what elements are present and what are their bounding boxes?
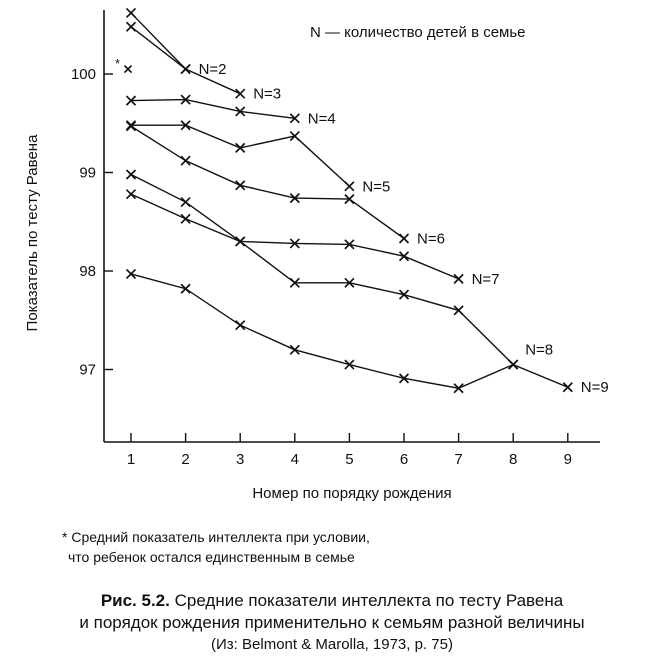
series-label: N=8: [525, 342, 553, 359]
y-tick-label: 100: [71, 66, 96, 83]
data-point-marker: [289, 277, 300, 288]
series-line-n9: [130, 273, 569, 389]
data-point-marker: [562, 382, 573, 393]
data-point-marker: [453, 383, 464, 394]
data-point-marker: [125, 7, 137, 19]
x-tick-label: 8: [509, 451, 517, 468]
y-tick-label: 97: [79, 362, 96, 379]
figure-caption: Рис. 5.2. Средние показатели интеллекта …: [0, 590, 664, 634]
legend-title: N — количество детей в семье: [310, 24, 526, 41]
axes: 1 2 3 4 5 6 7 8 9 97 98 99 100: [71, 10, 600, 468]
line-chart: 1 2 3 4 5 6 7 8 9 97 98 99 100 N=2 N=3 N=4 N=5 N=6 N=7 N=8…: [24, 7, 609, 502]
footnote-line-2: что ребенок остался единственным в семье: [68, 549, 355, 565]
x-tick-label: 2: [181, 451, 189, 468]
caption-source: (Из: Belmont & Marolla, 1973, p. 75): [211, 636, 453, 653]
series-label: N=7: [472, 271, 500, 288]
data-point-marker: [125, 121, 137, 132]
data-point-marker: [398, 289, 410, 300]
x-tick-label: 9: [564, 451, 572, 468]
data-point-marker: [453, 305, 464, 316]
caption-label: Рис. 5.2.: [100, 591, 170, 610]
series-line-n8: [130, 193, 514, 366]
data-point-marker: [453, 273, 464, 284]
data-point-marker: [125, 268, 137, 280]
data-point-marker: [235, 236, 246, 247]
series-line-n7: [130, 173, 459, 280]
data-point-marker: [235, 88, 246, 99]
y-tick-label: 98: [79, 263, 96, 280]
data-point-marker: [125, 189, 137, 200]
data-point-marker: [344, 359, 355, 370]
only-child-marker: [123, 64, 133, 74]
series-line-n5: [131, 124, 350, 187]
data-point-marker: [289, 130, 300, 142]
data-point-marker: [180, 155, 191, 166]
footnote: * Средний показатель интеллекта при усло…: [62, 527, 370, 567]
x-tick-label: 1: [127, 451, 135, 468]
data-point-marker: [180, 196, 191, 208]
series-label: N=3: [253, 86, 281, 103]
data-point-marker: [289, 344, 300, 355]
y-tick-label: 99: [79, 165, 96, 182]
series-label: N=4: [308, 110, 336, 127]
data-point-marker: [289, 238, 300, 249]
x-axis-label: Номер по порядку рождения: [252, 485, 451, 502]
data-point-marker: [398, 233, 410, 244]
caption-line-1: Средние показатели интеллекта по тесту Р…: [174, 591, 564, 610]
data-point-marker: [289, 193, 300, 204]
data-point-marker: [508, 359, 519, 370]
data-point-marker: [125, 95, 137, 106]
footnote-line-1: * Средний показатель интеллекта при усло…: [62, 529, 370, 545]
data-point-marker: [180, 63, 191, 75]
series-label: N=2: [199, 61, 227, 78]
data-point-marker: [125, 21, 137, 32]
data-point-marker: [180, 213, 191, 224]
only-child-asterisk: *: [115, 56, 120, 71]
data-point-marker: [344, 193, 355, 205]
x-tick-label: 5: [345, 451, 353, 468]
data-point-marker: [235, 180, 246, 191]
data-point-marker: [235, 106, 246, 117]
y-axis-label: Показатель по тесту Равена: [24, 134, 41, 332]
x-tick-label: 7: [454, 451, 462, 468]
series-line-n6: [130, 125, 405, 240]
series-label: N=9: [581, 379, 609, 396]
series-labels: N=2 N=3 N=4 N=5 N=6 N=7 N=8 N=9 *: [115, 56, 609, 396]
data-point-marker: [235, 142, 246, 153]
data-point-marker: [344, 181, 355, 192]
data-point-marker: [398, 373, 410, 384]
data-point-marker: [180, 94, 191, 105]
data-point-marker: [398, 251, 410, 262]
data-point-marker: [289, 113, 300, 124]
series-line-n2: [130, 12, 187, 70]
caption-line-2: и порядок рождения применительно к семья…: [79, 613, 585, 632]
series-line-n4: [130, 98, 295, 120]
series-label: N=6: [417, 230, 445, 247]
data-point-marker: [180, 120, 191, 131]
data-point-marker: [180, 283, 191, 294]
series-label: N=5: [362, 178, 390, 195]
data-point-marker: [344, 277, 355, 288]
x-tick-label: 3: [236, 451, 244, 468]
data-point-marker: [125, 169, 137, 180]
x-tick-label: 6: [400, 451, 408, 468]
x-tick-label: 4: [291, 451, 299, 468]
data-point-marker: [344, 239, 355, 250]
data-point-marker: [235, 320, 246, 331]
series-markers: [123, 7, 573, 394]
series-lines: [130, 12, 569, 389]
